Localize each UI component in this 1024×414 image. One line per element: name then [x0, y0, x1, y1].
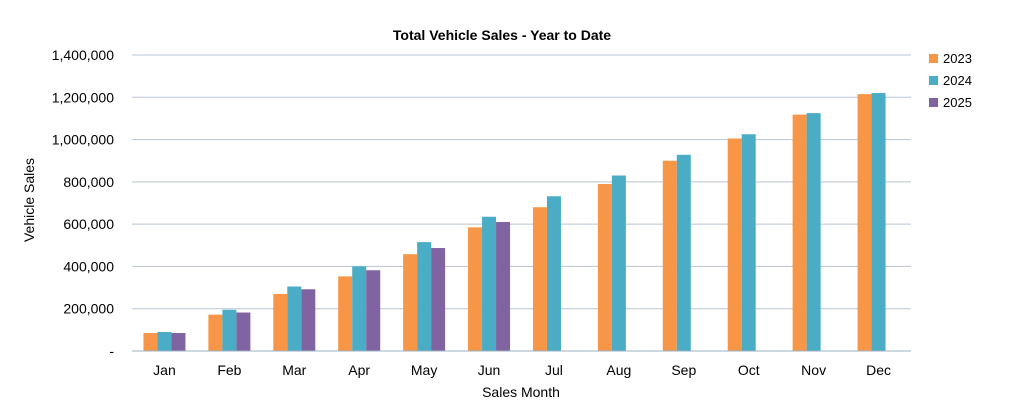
legend-item-2024: 2024 — [929, 73, 972, 88]
y-tick-labels: - 200,000 400,000 600,000 800,000 1,000,000 1,… — [52, 47, 115, 359]
bar-2023-oct — [727, 138, 742, 351]
y-tick-label: 1,400,000 — [52, 47, 114, 63]
x-tick-label-jun: Jun — [478, 362, 501, 378]
y-tick-label: 200,000 — [63, 301, 114, 317]
legend-swatch-2023 — [929, 54, 938, 63]
legend-swatch-2025 — [929, 98, 938, 107]
bar-2025-mar — [301, 289, 316, 351]
x-tick-label-nov: Nov — [801, 362, 826, 378]
y-tick-label: 800,000 — [63, 174, 114, 190]
bar-2025-jan — [171, 333, 186, 351]
y-tick-label: 1,000,000 — [52, 132, 114, 148]
x-tick-labels: Jan Feb Mar Apr May Jun Jul Aug Sep Oct Nov Dec — [153, 362, 891, 378]
bar-2024-jan — [157, 331, 172, 351]
bar-2024-apr — [352, 266, 367, 351]
y-tick-label: 1,200,000 — [52, 89, 114, 105]
bar-2024-may — [417, 242, 432, 351]
chart-title: Total Vehicle Sales - Year to Date — [393, 27, 611, 43]
bar-2024-nov — [806, 113, 821, 352]
bar-2025-apr — [366, 270, 381, 351]
bar-2025-jun — [496, 222, 511, 351]
x-tick-label-may: May — [411, 362, 437, 378]
bar-2023-nov — [792, 114, 807, 351]
x-tick-label-apr: Apr — [348, 362, 370, 378]
y-tick-label: 400,000 — [63, 258, 114, 274]
bar-2023-may — [403, 254, 418, 351]
bar-series — [143, 93, 886, 352]
bar-2024-jun — [482, 216, 497, 351]
bar-2024-feb — [222, 309, 237, 351]
bar-2023-aug — [597, 183, 612, 351]
legend-label-2024: 2024 — [943, 73, 972, 88]
bar-2024-mar — [287, 286, 302, 351]
legend-swatch-2024 — [929, 76, 938, 85]
y-tick-label: 600,000 — [63, 216, 114, 232]
bar-2024-oct — [741, 134, 756, 351]
bar-2023-sep — [662, 160, 677, 351]
x-tick-label-jul: Jul — [545, 362, 563, 378]
bar-2024-sep — [676, 154, 691, 351]
bar-2023-jan — [143, 333, 158, 351]
x-tick-label-aug: Aug — [606, 362, 631, 378]
y-axis-label: Vehicle Sales — [21, 158, 37, 242]
bar-2023-mar — [273, 293, 288, 351]
bar-2023-apr — [338, 276, 353, 351]
x-tick-label-dec: Dec — [866, 362, 891, 378]
x-tick-label-feb: Feb — [217, 362, 241, 378]
x-tick-label-mar: Mar — [282, 362, 306, 378]
legend: 2023 2024 2025 — [929, 51, 972, 110]
legend-item-2023: 2023 — [929, 51, 972, 66]
bar-2024-aug — [611, 175, 626, 351]
gridlines — [132, 54, 911, 310]
legend-label-2025: 2025 — [943, 95, 972, 110]
x-tick-label-sep: Sep — [671, 362, 696, 378]
bar-2023-jun — [468, 227, 483, 351]
bar-2023-feb — [208, 314, 223, 351]
y-tick-label: - — [109, 343, 114, 359]
legend-label-2023: 2023 — [943, 51, 972, 66]
bar-2025-may — [431, 248, 446, 351]
bar-2023-jul — [532, 207, 547, 351]
bar-2025-feb — [236, 312, 251, 351]
bar-2024-jul — [546, 196, 561, 351]
legend-item-2025: 2025 — [929, 95, 972, 110]
x-tick-label-jan: Jan — [153, 362, 176, 378]
x-tick-label-oct: Oct — [738, 362, 760, 378]
bar-2024-dec — [871, 93, 886, 352]
bar-2023-dec — [857, 94, 872, 351]
x-axis-label: Sales Month — [482, 384, 560, 400]
